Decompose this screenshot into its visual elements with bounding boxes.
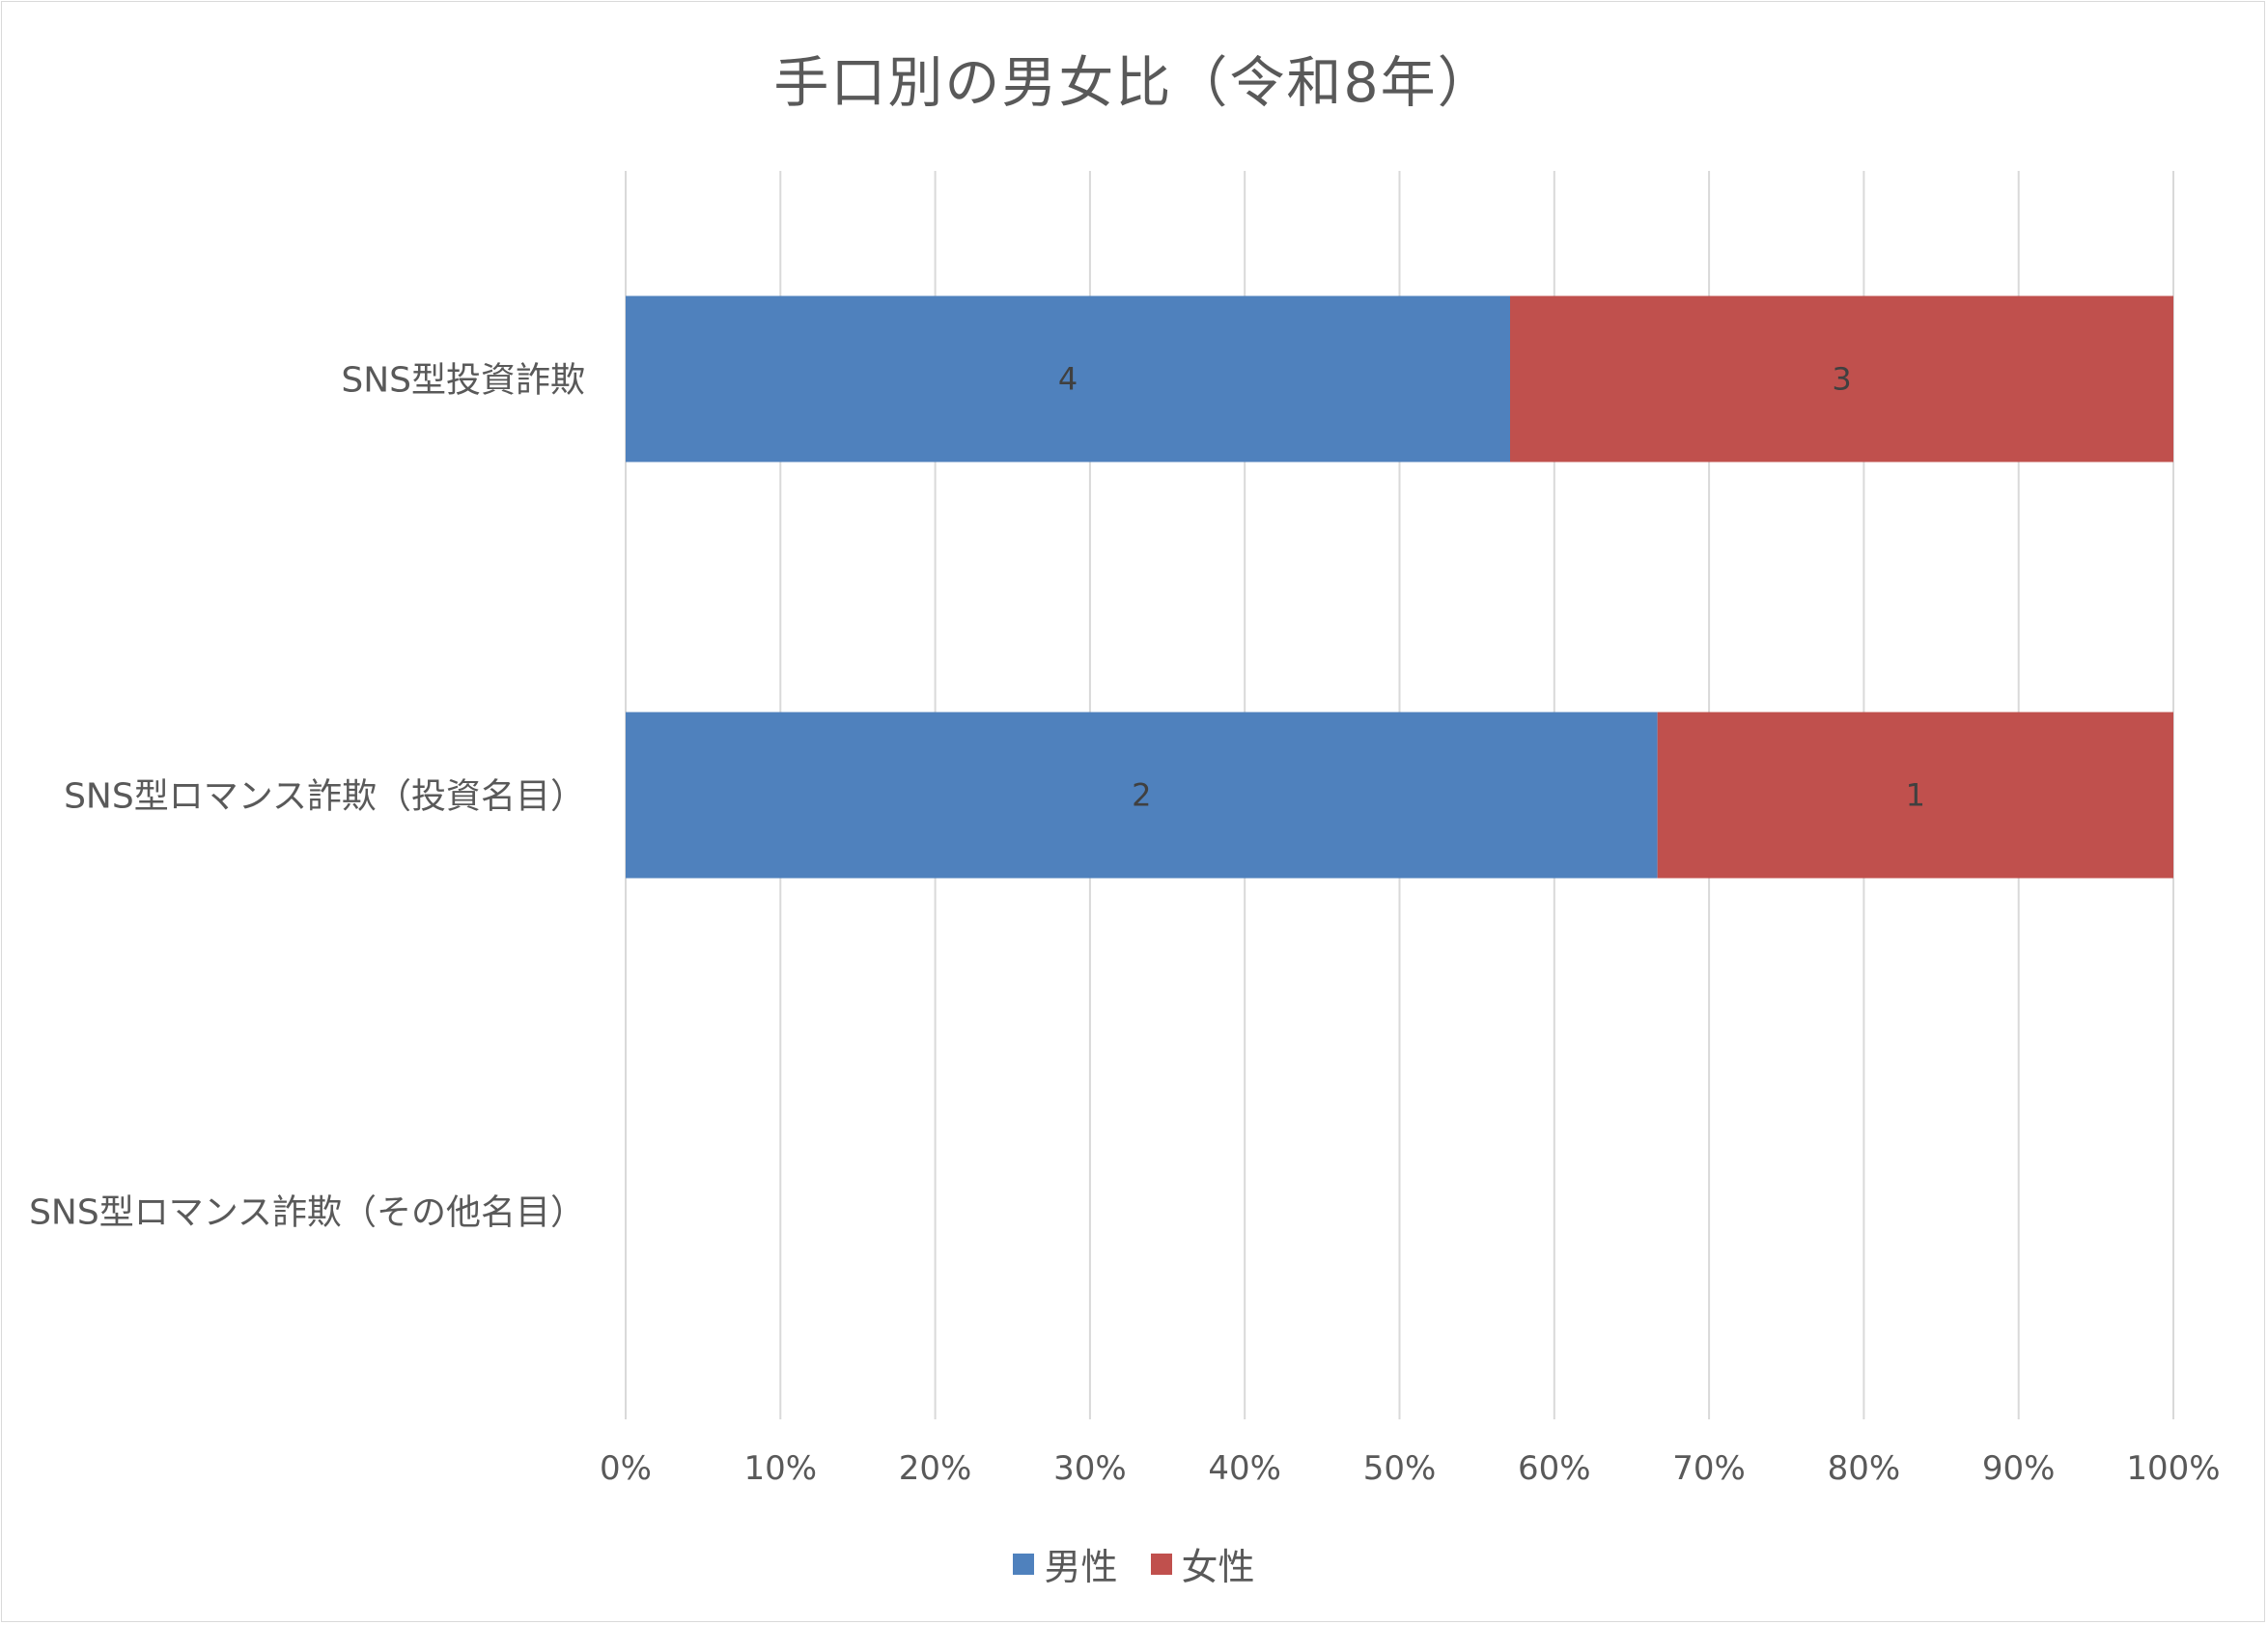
data-label: 3 xyxy=(1832,361,1851,398)
chart-title: 手口別の男女比（令和8年） xyxy=(773,51,1495,115)
category-label: SNS型ロマンス詐欺（その他名目） xyxy=(29,1193,585,1233)
x-tick-label: 80% xyxy=(1828,1449,1901,1488)
bar-segment xyxy=(626,712,1658,879)
bar-segment xyxy=(1657,712,2173,879)
legend: 男性 女性 xyxy=(0,1537,2268,1590)
x-tick-label: 90% xyxy=(1982,1449,2056,1488)
bar-segment xyxy=(626,295,1510,462)
x-tick-label: 40% xyxy=(1208,1449,1281,1488)
x-tick-label: 70% xyxy=(1672,1449,1746,1488)
x-tick-label: 30% xyxy=(1053,1449,1127,1488)
legend-label-male: 男性 xyxy=(1044,1546,1118,1588)
category-label: SNS型投資詐欺 xyxy=(341,361,585,401)
legend-item-female: 女性 xyxy=(1150,1537,1255,1590)
legend-item-male: 男性 xyxy=(1013,1537,1118,1590)
x-tick-label: 0% xyxy=(600,1449,652,1488)
x-tick-label: 20% xyxy=(899,1449,972,1488)
legend-swatch-female xyxy=(1150,1553,1172,1575)
data-label: 1 xyxy=(1906,777,1925,814)
x-tick-label: 10% xyxy=(744,1449,818,1488)
x-tick-label: 60% xyxy=(1518,1449,1591,1488)
x-tick-label: 100% xyxy=(2126,1449,2220,1488)
legend-swatch-male xyxy=(1013,1553,1035,1575)
bar-segment xyxy=(1510,295,2173,462)
legend-label-female: 女性 xyxy=(1181,1546,1255,1588)
data-label: 2 xyxy=(1132,777,1151,814)
category-label: SNS型ロマンス詐欺（投資名目） xyxy=(64,777,585,817)
data-label: 4 xyxy=(1058,361,1078,398)
x-tick-label: 50% xyxy=(1363,1449,1437,1488)
